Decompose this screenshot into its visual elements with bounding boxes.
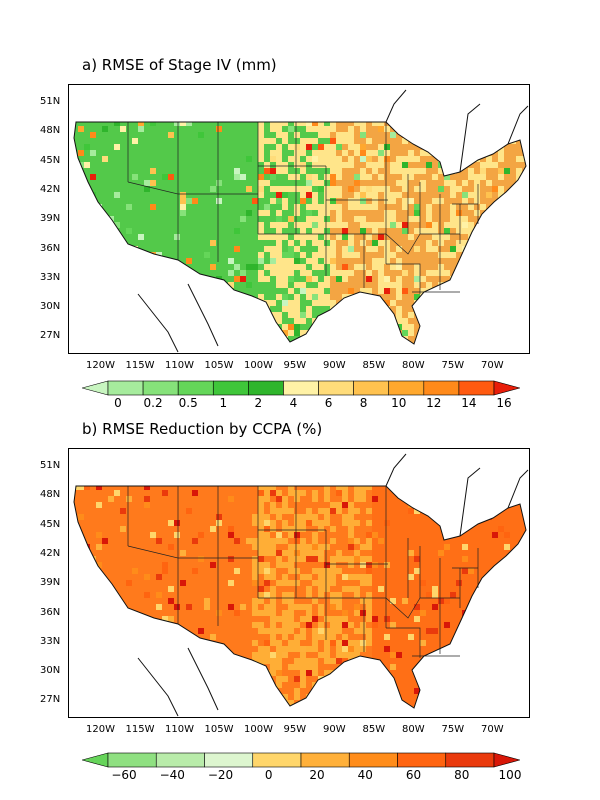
lon-tick-label: 80W [402,724,425,735]
colorbar-swatch [283,380,319,396]
coastline [73,89,529,353]
colorbar-swatch [107,380,144,396]
lat-tick-label: 48N [40,489,61,501]
colorbar-tick-label: 0.5 [178,396,198,410]
lon-tick-label: 90W [323,724,346,735]
lat-tick-label: 45N [40,518,61,530]
colorbar-tick-label: −60 [111,768,137,782]
colorbar-tick-label: 8 [359,396,368,410]
lon-tick-label: 95W [283,360,307,371]
colorbar-swatch [248,380,284,396]
colorbar-tick-label: 20 [309,768,325,782]
lon-tick-label: 105W [204,724,234,735]
colorbar-tick-label: 40 [357,768,373,782]
panel-b-colorbar [82,752,520,768]
lon-tick-label: 120W [86,724,115,735]
lat-tick-label: 39N [40,213,61,225]
colorbar-swatch [204,752,254,768]
colorbar-tick-label: −40 [159,768,185,782]
lat-tick-label: 27N [40,330,61,342]
colorbar-swatch [252,752,302,768]
lon-tick-label: 110W [165,360,194,371]
lon-tick-label: 105W [204,360,234,371]
lat-tick-label: 51N [40,96,61,107]
colorbar-max-triangle [493,752,520,768]
colorbar-swatch [142,380,179,396]
lon-tick-label: 70W [481,724,504,735]
panel-a-title: a) RMSE of Stage IV (mm) [82,56,277,74]
map-frame [68,84,530,354]
lat-tick-label: 51N [40,460,61,471]
lat-tick-label: 42N [40,547,61,559]
lat-tick-label: 33N [40,271,61,283]
lon-tick-label: 95W [283,724,307,735]
map-frame [68,448,530,718]
colorbar-tick-label: 1 [219,396,228,410]
colorbar-tick-label: −20 [207,768,234,782]
colorbar-tick-label: 0 [264,768,273,782]
colorbar-swatch [348,752,398,768]
lat-tick-label: 48N [40,125,61,137]
lon-tick-label: 120W [86,360,115,371]
coastline [73,453,529,717]
lon-tick-label: 80W [402,360,425,371]
lat-tick-label: 30N [40,301,61,313]
panel-b-title: b) RMSE Reduction by CCPA (%) [82,420,323,438]
colorbar-min-triangle [82,380,109,396]
colorbar-tick-label: 16 [496,396,512,410]
lat-tick-label: 36N [40,606,61,618]
colorbar-swatch [107,752,157,768]
colorbar-tick-label: 0.2 [143,396,163,410]
colorbar-swatch [212,380,249,396]
state-borders [127,486,479,658]
colorbar-max-triangle [493,380,520,396]
colorbar-swatch [318,380,354,396]
lat-tick-label: 27N [40,694,61,706]
lon-tick-label: 75W [441,724,465,735]
lat-tick-label: 36N [40,242,61,254]
colorbar-tick-label: 80 [454,768,470,782]
colorbar-tick-label: 12 [426,396,442,410]
lat-tick-label: 45N [40,154,61,166]
panel-b-map [68,448,530,718]
colorbar-tick-label: 6 [324,396,333,410]
lon-tick-label: 90W [323,360,346,371]
lat-tick-label: 42N [40,183,61,195]
lon-tick-label: 85W [362,360,386,371]
colorbar-swatch [445,752,495,768]
lon-tick-label: 115W [125,360,155,371]
colorbar-swatch [458,380,495,396]
colorbar-swatch [300,752,350,768]
colorbar-swatch [353,380,390,396]
lon-tick-label: 70W [481,360,504,371]
colorbar-tick-label: 2 [254,396,263,410]
state-borders [127,122,479,294]
lat-tick-label: 39N [40,577,61,589]
panel-a-colorbar [82,380,520,396]
colorbar-swatch [388,380,425,396]
lon-tick-label: 85W [362,724,386,735]
colorbar-tick-label: 0 [114,396,122,410]
lon-tick-label: 75W [441,360,465,371]
lat-tick-label: 30N [40,665,61,677]
colorbar-tick-label: 10 [391,396,407,410]
lon-tick-label: 110W [165,724,194,735]
lon-tick-label: 115W [125,724,155,735]
colorbar-swatch [155,752,205,768]
colorbar-tick-label: 4 [289,396,298,410]
colorbar-swatch [177,380,214,396]
colorbar-swatch [397,752,447,768]
colorbar-min-triangle [82,752,109,768]
lat-tick-label: 33N [40,635,61,647]
colorbar-tick-label: 14 [461,396,477,410]
lon-tick-label: 100W [244,360,273,371]
colorbar-swatch [423,380,460,396]
lon-tick-label: 100W [244,724,273,735]
colorbar-tick-label: 60 [405,768,422,782]
colorbar-tick-label: 100 [498,768,522,782]
panel-a-map [68,84,530,354]
